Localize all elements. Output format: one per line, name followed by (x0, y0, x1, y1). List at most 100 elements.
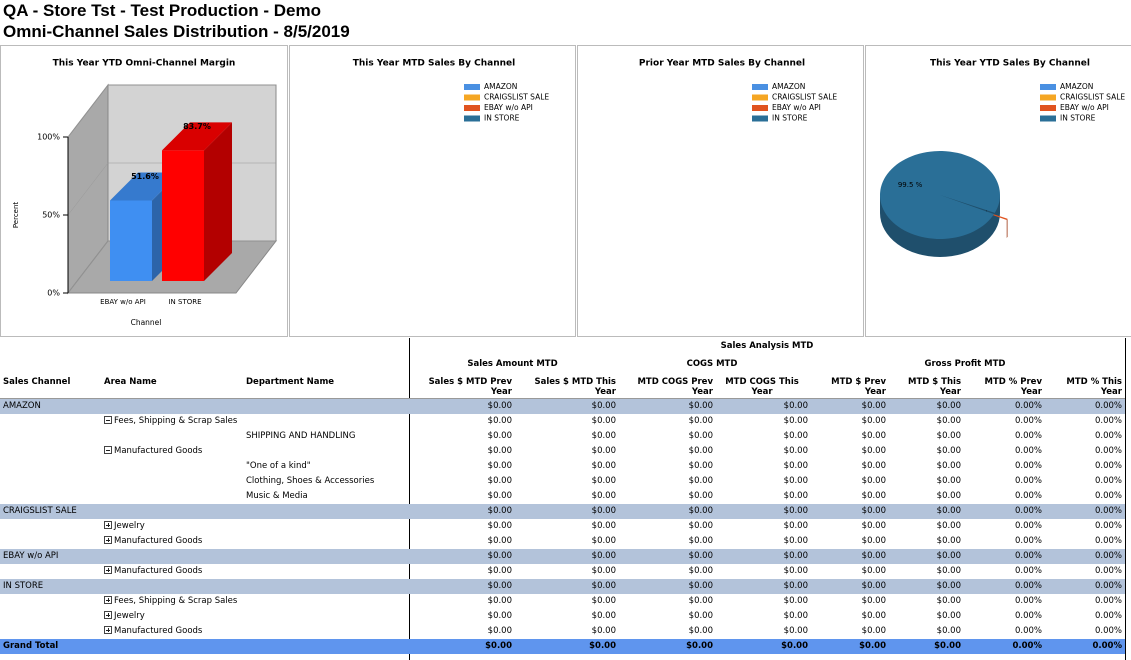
toggle-icon[interactable] (104, 626, 112, 634)
cell: $0.00 (688, 491, 713, 501)
legend-swatch (1040, 105, 1056, 111)
divider (1125, 338, 1126, 660)
data-label: 83.7% (183, 122, 211, 131)
cell-text: Music & Media (246, 491, 308, 501)
toggle-icon[interactable] (104, 596, 112, 604)
cell-text: "One of a kind" (246, 461, 311, 471)
cell: $0.00 (783, 581, 808, 591)
toggle-icon[interactable] (104, 521, 112, 529)
cell: Manufactured Goods (104, 444, 202, 459)
legend-swatch (464, 115, 480, 122)
column-header: Sales Channel (3, 377, 71, 387)
toggle-icon[interactable] (104, 611, 112, 619)
cell: $0.00 (936, 461, 961, 471)
cell: Manufactured Goods (104, 564, 202, 579)
cell-text: Fees, Shipping & Scrap Sales (114, 596, 238, 606)
cell: 0.00% (1094, 431, 1122, 441)
header-rule (0, 398, 1125, 399)
cell: $0.00 (487, 551, 512, 561)
cell: $0.00 (783, 521, 808, 531)
legend-label: AMAZON (1060, 82, 1093, 91)
legend-swatch (752, 84, 768, 90)
sales-table: Sales Analysis MTD Sales Amount MTD COGS M… (0, 338, 1131, 660)
bar-top (162, 122, 232, 151)
cell-text: Jewelry (114, 611, 145, 621)
cell: $0.00 (688, 431, 713, 441)
legend-label: CRAIGSLIST SALE (772, 93, 837, 102)
toggle-icon[interactable] (104, 536, 112, 544)
cell: $0.00 (688, 551, 713, 561)
cell: 0.00% (1094, 401, 1122, 411)
y-tick-label: 0% (47, 289, 60, 298)
chart-title: This Year YTD Omni-Channel Margin (53, 59, 236, 69)
pie-slice (880, 150, 1001, 239)
legend-swatch (752, 105, 768, 111)
cell: $0.00 (861, 476, 886, 486)
cell: $0.00 (487, 416, 512, 426)
super-header: Sales Analysis MTD (720, 341, 814, 351)
cell: 0.00% (1094, 521, 1122, 531)
row-band (0, 639, 1125, 654)
legend-swatch (464, 84, 480, 90)
cell: $0.00 (859, 641, 886, 651)
cell: 0.00% (1014, 551, 1042, 561)
cell: $0.00 (783, 506, 808, 516)
cell: $0.00 (783, 446, 808, 456)
bar (162, 150, 204, 281)
cell: $0.00 (936, 446, 961, 456)
cell: $0.00 (936, 521, 961, 531)
cell: $0.00 (591, 476, 616, 486)
cell-text: Grand Total (3, 641, 59, 651)
cell: $0.00 (861, 491, 886, 501)
cell: $0.00 (861, 626, 886, 636)
column-header: MTD COGS This Year (725, 377, 799, 397)
cell: $0.00 (487, 626, 512, 636)
cell: $0.00 (688, 476, 713, 486)
data-label: 51.6% (131, 172, 159, 181)
toggle-icon[interactable] (104, 566, 112, 574)
legend-swatch (1040, 94, 1056, 101)
cell: $0.00 (861, 446, 886, 456)
cell: $0.00 (591, 461, 616, 471)
row-band (0, 579, 1125, 594)
cell: 0.00% (1094, 596, 1122, 606)
legend-label: EBAY w/o API (484, 103, 533, 112)
cell-text: Fees, Shipping & Scrap Sales (114, 416, 238, 426)
cell: $0.00 (688, 581, 713, 591)
bar (110, 200, 152, 281)
cell: $0.00 (485, 641, 512, 651)
cell-text: Manufactured Goods (114, 446, 203, 456)
cell: $0.00 (686, 641, 713, 651)
cell: $0.00 (936, 491, 961, 501)
column-header: MTD % Prev Year (984, 377, 1042, 397)
cell: $0.00 (783, 416, 808, 426)
cell: Fees, Shipping & Scrap Sales (104, 594, 237, 609)
cell: $0.00 (591, 446, 616, 456)
column-header: MTD $ Prev Year (831, 377, 886, 397)
column-header: Area Name (104, 377, 157, 387)
cell-text: Manufactured Goods (114, 536, 203, 546)
cell: 0.00% (1012, 641, 1043, 651)
cell: CRAIGSLIST SALE (3, 504, 77, 519)
legend-label: IN STORE (484, 114, 520, 123)
cell: 0.00% (1094, 581, 1122, 591)
cell: $0.00 (487, 611, 512, 621)
cell-text: IN STORE (3, 581, 44, 591)
cell: IN STORE (3, 579, 43, 594)
toggle-icon[interactable] (104, 446, 112, 454)
cell: 0.00% (1014, 416, 1042, 426)
cell: 0.00% (1094, 461, 1122, 471)
cell-text: AMAZON (3, 401, 41, 411)
cell: $0.00 (936, 431, 961, 441)
row-band (0, 504, 1125, 519)
cell: $0.00 (591, 416, 616, 426)
cell: $0.00 (688, 626, 713, 636)
cell: $0.00 (589, 641, 616, 651)
cell: $0.00 (936, 611, 961, 621)
grid-line (67, 84, 276, 138)
cell: Manufactured Goods (104, 624, 202, 639)
toggle-icon[interactable] (104, 416, 112, 424)
cell: AMAZON (3, 399, 41, 414)
cell: $0.00 (487, 566, 512, 576)
